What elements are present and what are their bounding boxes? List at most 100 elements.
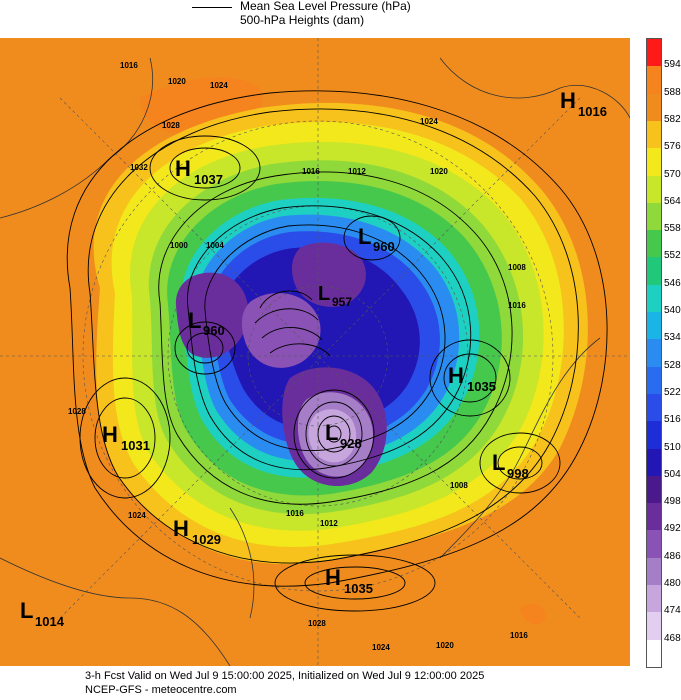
colorbar-level-label: 588 bbox=[664, 86, 681, 98]
isobar-legend-label: Mean Sea Level Pressure (hPa) bbox=[240, 0, 411, 13]
high-center: H 1029 bbox=[173, 516, 221, 547]
colorbar-swatch bbox=[647, 93, 661, 122]
svg-text:L: L bbox=[358, 224, 371, 249]
isobar-label: 1028 bbox=[68, 407, 86, 416]
colorbar-swatch bbox=[647, 448, 661, 477]
isobar-high-e-2 bbox=[443, 353, 497, 403]
isobar-low-se-1 bbox=[479, 432, 561, 494]
colorbar-level-label: 468 bbox=[664, 632, 681, 644]
colorbar-swatch bbox=[647, 639, 661, 668]
height-colorbar bbox=[646, 38, 662, 668]
colorbar-swatch bbox=[647, 421, 661, 450]
svg-text:1016: 1016 bbox=[578, 104, 607, 119]
coastline-2 bbox=[439, 57, 630, 119]
colorbar-level-label: 480 bbox=[664, 578, 681, 590]
coastline-5 bbox=[229, 507, 255, 619]
map-legend: Mean Sea Level Pressure (hPa) 500-hPa He… bbox=[192, 0, 612, 34]
colorbar-swatch bbox=[647, 148, 661, 176]
svg-text:998: 998 bbox=[507, 466, 529, 481]
isobar-low-s-2 bbox=[305, 401, 363, 467]
isobar-label: 1020 bbox=[430, 167, 448, 176]
colorbar-level-label: 516 bbox=[664, 414, 681, 426]
colorbar-swatch bbox=[647, 393, 661, 422]
colorbar-swatch bbox=[647, 557, 661, 586]
colorbar-level-label: 528 bbox=[664, 359, 681, 371]
isobar-high-s-2 bbox=[304, 566, 406, 600]
colorbar-level-label: 486 bbox=[664, 550, 681, 562]
colorbar-swatch bbox=[647, 120, 661, 149]
svg-text:957: 957 bbox=[332, 295, 352, 309]
svg-text:1031: 1031 bbox=[121, 438, 150, 453]
isobar-low-w-2 bbox=[186, 332, 224, 364]
fill-486 bbox=[241, 292, 321, 368]
svg-text:L: L bbox=[318, 283, 330, 305]
colorbar-level-label: 498 bbox=[664, 496, 681, 508]
colorbar-level-label: 510 bbox=[664, 441, 681, 453]
isobar-label: 1032 bbox=[130, 163, 148, 172]
high-center: H 1037 bbox=[175, 156, 223, 187]
isobar-label: 1016 bbox=[510, 631, 528, 640]
svg-text:960: 960 bbox=[373, 239, 395, 254]
svg-text:L: L bbox=[20, 598, 33, 623]
svg-text:H: H bbox=[173, 516, 189, 541]
isobar-4 bbox=[187, 205, 472, 471]
isobar-2 bbox=[87, 108, 579, 564]
graticule bbox=[0, 38, 630, 666]
colorbar-level-label: 540 bbox=[664, 305, 681, 317]
colorbar-swatch bbox=[647, 366, 661, 395]
colorbar-swatch bbox=[647, 503, 661, 531]
high-center: H 1031 bbox=[102, 422, 150, 453]
heights-legend-label: 500-hPa Heights (dam) bbox=[240, 13, 365, 27]
colorbar-swatch bbox=[647, 284, 661, 313]
low-center: L 960 bbox=[358, 224, 395, 254]
forecast-valid-text: 3-h Fcst Valid on Wed Jul 9 15:00:00 202… bbox=[85, 670, 485, 682]
isobar-label: 1012 bbox=[348, 167, 366, 176]
isobar-label: 1000 bbox=[170, 241, 188, 250]
svg-text:1035: 1035 bbox=[467, 379, 496, 394]
low-center: L 1014 bbox=[20, 598, 65, 629]
svg-text:1037: 1037 bbox=[194, 172, 223, 187]
colorbar-swatch bbox=[647, 257, 661, 286]
isobar-label: 1024 bbox=[420, 117, 438, 126]
isobar-1 bbox=[66, 90, 608, 587]
isobars bbox=[66, 90, 608, 612]
isobar-label: 1012 bbox=[320, 519, 338, 528]
isobar-low-n-1 bbox=[343, 215, 401, 261]
low-center: L 928 bbox=[325, 420, 362, 451]
colorbar-swatch bbox=[647, 66, 661, 95]
isobar-label: 1016 bbox=[286, 509, 304, 518]
isobar-label: 1004 bbox=[206, 241, 224, 250]
colorbar-level-label: 582 bbox=[664, 113, 681, 125]
fill-504 bbox=[222, 247, 420, 429]
isobar-line-sample bbox=[192, 7, 232, 8]
isobar-label: 1020 bbox=[436, 641, 454, 650]
isobar-low-s-1 bbox=[293, 389, 375, 479]
isobar-low-s-3 bbox=[317, 415, 351, 453]
polar-map: 1016 1020 1024 1028 1032 1024 1016 1012 … bbox=[0, 38, 630, 666]
colorbar-level-label: 522 bbox=[664, 386, 681, 398]
colorbar-level-label: 504 bbox=[664, 468, 681, 480]
isobar-label: 1016 bbox=[508, 301, 526, 310]
isobar-label: 1008 bbox=[508, 263, 526, 272]
colorbar-level-label: 570 bbox=[664, 168, 681, 180]
meridian-line-d2 bbox=[59, 97, 581, 619]
colorbar-level-label: 492 bbox=[664, 523, 681, 535]
isobar-high-w-2 bbox=[94, 397, 156, 479]
svg-text:H: H bbox=[560, 88, 576, 113]
isobar-high-nw-1 bbox=[149, 135, 261, 201]
isobar-label: 1024 bbox=[128, 511, 146, 520]
low-center: L 957 bbox=[318, 283, 352, 309]
colorbar-level-label: 474 bbox=[664, 605, 681, 617]
svg-text:1014: 1014 bbox=[35, 614, 65, 629]
colorbar-swatch bbox=[647, 175, 661, 204]
fill-588-patch-2 bbox=[520, 603, 546, 624]
isobar-high-w-1 bbox=[79, 377, 171, 499]
svg-text:1029: 1029 bbox=[192, 532, 221, 547]
isobar-5 bbox=[204, 224, 446, 452]
svg-text:960: 960 bbox=[203, 323, 225, 338]
svg-text:H: H bbox=[325, 565, 341, 590]
colorbar-level-label: 558 bbox=[664, 223, 681, 235]
isobar-label: 1016 bbox=[302, 167, 320, 176]
isobar-labels: 1016 1020 1024 1028 1032 1024 1016 1012 … bbox=[68, 61, 528, 652]
colorbar-level-label: 594 bbox=[664, 59, 681, 71]
